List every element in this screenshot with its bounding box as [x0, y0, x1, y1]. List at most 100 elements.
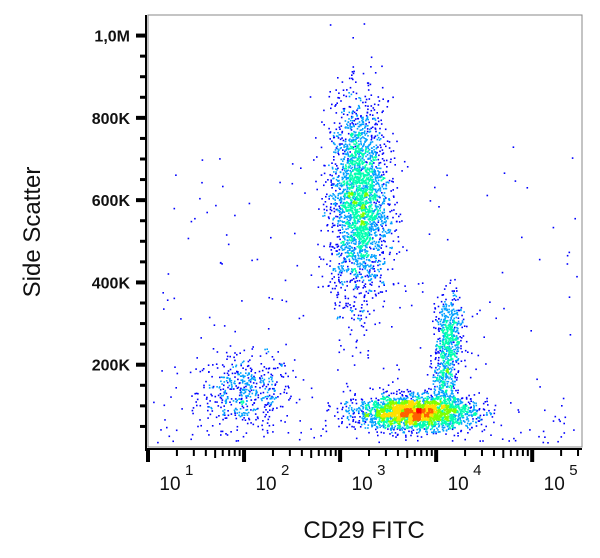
data-point [442, 327, 445, 329]
data-point [447, 402, 449, 405]
data-point [367, 354, 369, 356]
data-point [338, 255, 341, 258]
data-point [345, 145, 347, 148]
data-point [366, 117, 369, 120]
data-point [357, 254, 359, 256]
data-point [392, 381, 394, 383]
data-point [226, 358, 228, 360]
data-point [486, 414, 488, 416]
data-point [346, 426, 348, 429]
data-point [342, 283, 344, 286]
data-point [357, 215, 359, 217]
data-point [448, 311, 450, 313]
data-point [486, 194, 489, 197]
data-point [376, 426, 379, 428]
data-point [406, 425, 408, 428]
data-point [363, 401, 366, 403]
data-point [376, 416, 379, 419]
data-point [385, 145, 387, 148]
data-point [383, 425, 385, 428]
data-point [337, 194, 339, 197]
data-point [352, 398, 355, 400]
data-point [266, 348, 268, 350]
data-point [443, 355, 446, 357]
data-point [270, 373, 272, 376]
data-point [375, 166, 377, 168]
data-point [387, 426, 389, 428]
data-point [418, 424, 421, 426]
data-point [363, 226, 365, 229]
data-point [444, 308, 446, 311]
data-point [373, 170, 375, 172]
data-point [490, 412, 493, 415]
data-point [345, 260, 347, 263]
data-point [340, 245, 343, 247]
data-point [419, 429, 421, 431]
data-point [453, 298, 456, 300]
data-point [349, 333, 352, 336]
data-point [443, 312, 445, 315]
data-point [379, 161, 382, 164]
data-point [346, 232, 348, 234]
data-point [401, 394, 403, 396]
data-point [444, 320, 447, 322]
data-point [343, 180, 346, 182]
data-point [388, 199, 391, 201]
data-point [363, 249, 366, 251]
data-point [273, 393, 275, 395]
data-point [377, 213, 379, 215]
data-point [286, 415, 288, 417]
data-point [403, 160, 406, 163]
data-point [385, 185, 388, 187]
data-point [379, 387, 381, 389]
data-point [438, 392, 440, 395]
data-point [447, 343, 449, 345]
data-point [327, 179, 329, 181]
data-point [447, 398, 450, 400]
data-point [459, 400, 462, 403]
data-point [340, 192, 342, 195]
data-point [466, 405, 468, 407]
data-point [369, 259, 371, 262]
data-point [360, 169, 362, 172]
data-point [451, 361, 454, 364]
data-point [451, 403, 454, 406]
data-point [364, 188, 367, 191]
data-point [448, 339, 450, 342]
data-point [503, 172, 506, 174]
data-point [288, 386, 290, 389]
data-point [343, 248, 345, 251]
data-point [255, 389, 258, 392]
data-point [321, 275, 324, 278]
data-point [369, 209, 371, 212]
data-point [361, 132, 363, 134]
data-point [377, 104, 380, 106]
data-point [361, 226, 363, 229]
data-point [327, 216, 330, 218]
data-point [347, 183, 350, 185]
data-point [367, 145, 369, 148]
data-point [192, 407, 195, 409]
data-point [391, 222, 393, 225]
data-point [365, 174, 367, 176]
data-point [452, 334, 455, 336]
data-point [337, 291, 339, 294]
data-point [368, 208, 371, 210]
data-point [490, 434, 492, 436]
data-point [340, 254, 342, 257]
data-point [338, 425, 340, 428]
data-point [227, 410, 229, 412]
data-point [354, 280, 356, 283]
data-point [216, 401, 218, 403]
data-point [539, 386, 541, 388]
data-point [436, 407, 439, 409]
data-point [349, 219, 351, 222]
data-point [446, 315, 448, 318]
data-point [351, 134, 354, 136]
data-point [463, 325, 466, 327]
data-point [310, 387, 313, 390]
data-point [355, 399, 357, 401]
data-point [460, 347, 462, 350]
data-point [346, 192, 349, 194]
data-point [340, 185, 343, 188]
